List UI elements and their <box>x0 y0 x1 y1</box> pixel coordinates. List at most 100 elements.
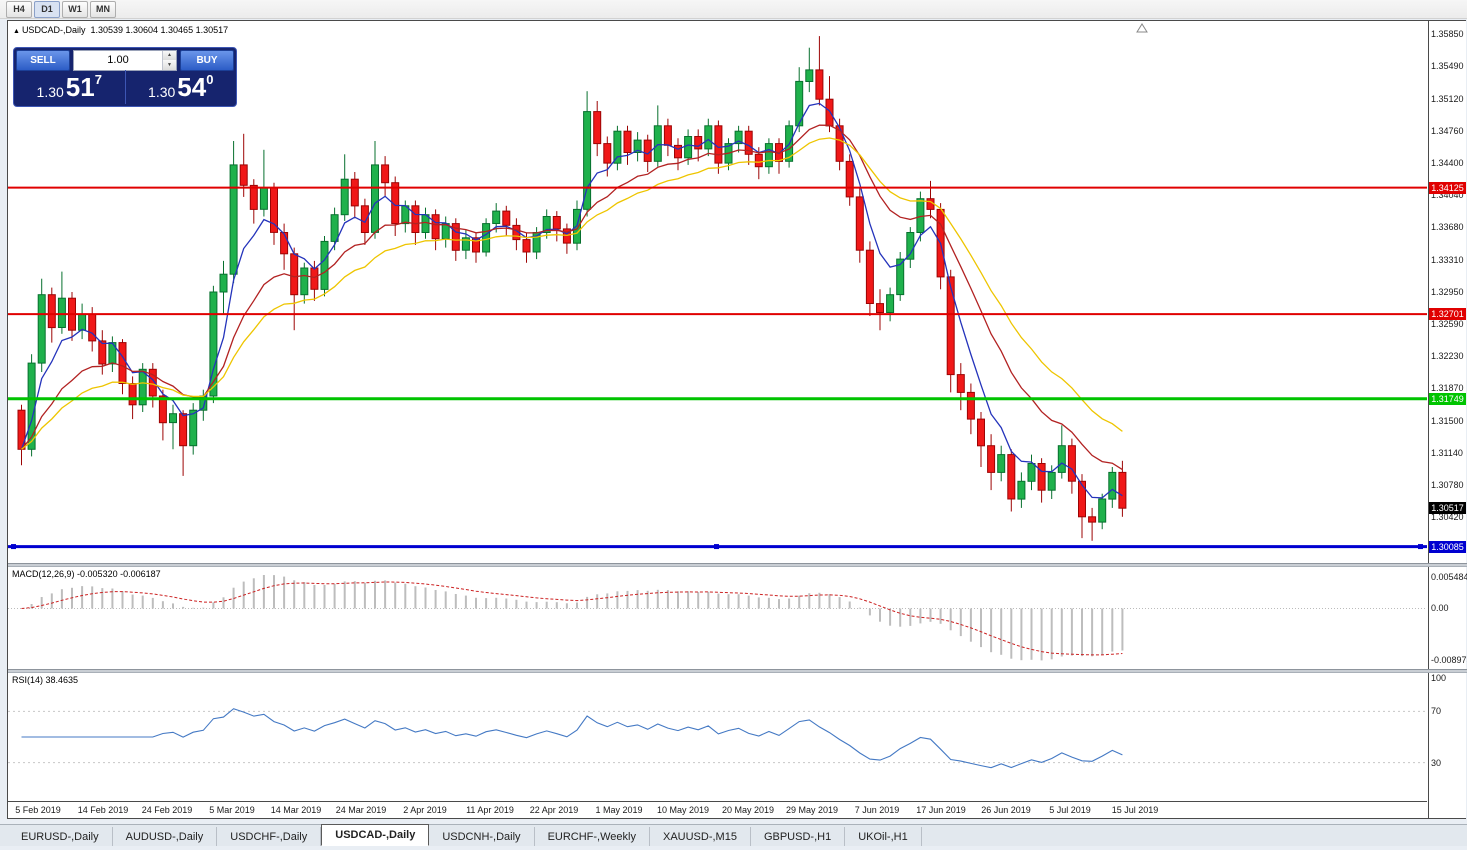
ma-5-line <box>20 102 1123 499</box>
price-pane[interactable]: ▲ USDCAD-,Daily 1.30539 1.30604 1.30465 1… <box>8 21 1427 563</box>
date-axis-label: 5 Feb 2019 <box>15 805 61 815</box>
pane-splitter-rsi[interactable] <box>8 669 1467 673</box>
macd-pane[interactable]: MACD(12,26,9) -0.005320 -0.006187 <box>8 567 1427 669</box>
price-axis-label: 1.35490 <box>1431 61 1464 71</box>
candles-layer <box>17 36 1127 541</box>
date-axis-label: 11 Apr 2019 <box>466 805 514 815</box>
rsi-axis-label: 100 <box>1431 673 1447 683</box>
macd-chart[interactable] <box>8 567 1427 669</box>
hline-handle[interactable] <box>1418 544 1423 550</box>
volume-decrease-button[interactable]: ▼ <box>163 60 176 70</box>
tab-usdcad-daily[interactable]: USDCAD-,Daily <box>321 824 430 846</box>
price-tag-1.30085: 1.30085 <box>1429 541 1466 553</box>
candlestick-chart[interactable] <box>8 21 1427 563</box>
price-axis-label: 1.32950 <box>1431 287 1464 297</box>
tab-ukoil-h1[interactable]: UKOil-,H1 <box>845 827 922 846</box>
chart-window: ▲ USDCAD-,Daily 1.30539 1.30604 1.30465 1… <box>7 20 1467 819</box>
hline-handle[interactable] <box>714 544 719 550</box>
macd-axis-label: -0.008973 <box>1431 655 1467 665</box>
date-axis-label: 14 Mar 2019 <box>270 805 322 815</box>
ma-21-line <box>21 137 1123 450</box>
buy-button[interactable]: BUY <box>180 49 234 71</box>
macd-axis-label: 0.005484 <box>1431 572 1467 582</box>
timeframe-button-mn[interactable]: MN <box>90 0 116 18</box>
macd-label: MACD(12,26,9) -0.005320 -0.006187 <box>12 569 161 579</box>
buy-price-display[interactable]: 1.30 54 0 <box>126 70 237 104</box>
rsi-line <box>21 708 1123 769</box>
rsi-axis-label: 30 <box>1431 758 1442 768</box>
price-axis-label: 1.34400 <box>1431 158 1464 168</box>
price-axis-label: 1.32590 <box>1431 319 1464 329</box>
price-tag-1.31749: 1.31749 <box>1429 393 1466 405</box>
price-axis-label: 1.34040 <box>1431 190 1464 200</box>
macd-signal-line <box>21 581 1123 656</box>
price-axis-label: 1.33310 <box>1431 255 1464 265</box>
price-axis-label: 1.31140 <box>1431 448 1463 458</box>
date-axis-label: 24 Feb 2019 <box>141 805 193 815</box>
price-axis-label: 1.35850 <box>1431 29 1464 39</box>
date-axis-label: 26 Jun 2019 <box>981 805 1031 815</box>
date-axis[interactable]: 5 Feb 2019 14 Feb 2019 24 Feb 2019 5 Mar 20… <box>8 801 1427 818</box>
buy-price-main: 1.30 <box>148 84 176 100</box>
rsi-chart[interactable] <box>8 673 1427 801</box>
volume-input[interactable]: 1.00 ▲ ▼ <box>73 49 177 71</box>
date-axis-label: 1 May 2019 <box>595 805 643 815</box>
date-axis-label: 15 Jul 2019 <box>1111 805 1159 815</box>
price-axis-label: 1.31500 <box>1431 416 1464 426</box>
date-axis-label: 5 Mar 2019 <box>209 805 255 815</box>
timeframe-button-d1[interactable]: D1 <box>34 0 60 18</box>
symbol-marker-icon: ▲ <box>13 28 20 35</box>
tab-xauusd-m15[interactable]: XAUUSD-,M15 <box>649 827 751 846</box>
timeframe-button-w1[interactable]: W1 <box>62 0 88 18</box>
tab-eurusd-daily[interactable]: EURUSD-,Daily <box>8 827 113 846</box>
date-axis-label: 14 Feb 2019 <box>77 805 129 815</box>
one-click-trading-panel: SELL 1.00 ▲ ▼ BUY 1.30 51 7 <box>13 47 237 107</box>
rsi-axis-label: 70 <box>1431 706 1442 716</box>
price-axis-label: 1.32230 <box>1431 351 1464 361</box>
tab-usdcnh-daily[interactable]: USDCNH-,Daily <box>429 827 535 846</box>
price-axis[interactable]: 1.35850 1.35490 1.35120 1.34760 1.34400 1.340… <box>1428 21 1467 818</box>
price-axis-label: 1.30780 <box>1431 480 1464 490</box>
volume-value[interactable]: 1.00 <box>107 54 129 66</box>
rsi-label: RSI(14) 38.4635 <box>12 675 79 685</box>
price-axis-label: 1.34760 <box>1431 126 1464 136</box>
chart-ohlc-header: ▲ USDCAD-,Daily 1.30539 1.30604 1.30465 1… <box>13 25 228 35</box>
chart-symbol-label: USDCAD-,Daily <box>21 25 86 35</box>
tab-eurchf-weekly[interactable]: EURCHF-,Weekly <box>534 827 650 846</box>
sell-price-pip: 7 <box>94 72 102 87</box>
chart-area[interactable]: ▲ USDCAD-,Daily 1.30539 1.30604 1.30465 1… <box>8 21 1427 818</box>
price-axis-label: 1.35120 <box>1431 94 1464 104</box>
buy-price-digits: 54 <box>177 72 207 102</box>
macd-axis-label: 0.00 <box>1431 603 1449 613</box>
sell-button[interactable]: SELL <box>16 49 70 71</box>
sell-price-digits: 51 <box>65 72 95 102</box>
rsi-pane[interactable]: RSI(14) 38.4635 <box>8 673 1427 801</box>
current-price-tag: 1.30517 <box>1429 502 1466 514</box>
sell-price-display[interactable]: 1.30 51 7 <box>14 70 126 104</box>
date-axis-label: 17 Jun 2019 <box>916 805 966 815</box>
buy-price-pip: 0 <box>206 72 214 87</box>
shift-marker-icon <box>1136 23 1148 33</box>
date-axis-label: 20 May 2019 <box>721 805 775 815</box>
hline-handle[interactable] <box>11 544 16 550</box>
chart-ohlc-values: 1.30539 1.30604 1.30465 1.30517 <box>90 25 229 35</box>
timeframe-button-h4[interactable]: H4 <box>6 0 32 18</box>
price-axis-label: 1.33680 <box>1431 222 1464 232</box>
price-tag-1.34125: 1.34125 <box>1429 182 1466 194</box>
tab-usdchf-daily[interactable]: USDCHF-,Daily <box>217 827 322 846</box>
date-axis-label: 2 Apr 2019 <box>403 805 447 815</box>
timeframe-toolbar: H4 D1 W1 MN <box>0 0 1467 19</box>
price-tag-1.32701: 1.32701 <box>1429 308 1466 320</box>
date-axis-label: 22 Apr 2019 <box>529 805 579 815</box>
tab-audusd-daily[interactable]: AUDUSD-,Daily <box>112 827 218 846</box>
price-axis-label: 1.31870 <box>1431 383 1464 393</box>
pane-splitter-macd[interactable] <box>8 563 1467 567</box>
sell-price-main: 1.30 <box>36 84 64 100</box>
macd-histogram <box>30 575 1124 661</box>
date-axis-label: 7 Jun 2019 <box>854 805 900 815</box>
price-axis-label: 1.30420 <box>1431 512 1464 522</box>
volume-increase-button[interactable]: ▲ <box>163 50 176 60</box>
date-axis-label: 10 May 2019 <box>656 805 710 815</box>
chart-tab-bar: EURUSD-,Daily AUDUSD-,Daily USDCHF-,Daily U… <box>0 824 1467 846</box>
tab-gbpusd-h1[interactable]: GBPUSD-,H1 <box>750 827 846 846</box>
